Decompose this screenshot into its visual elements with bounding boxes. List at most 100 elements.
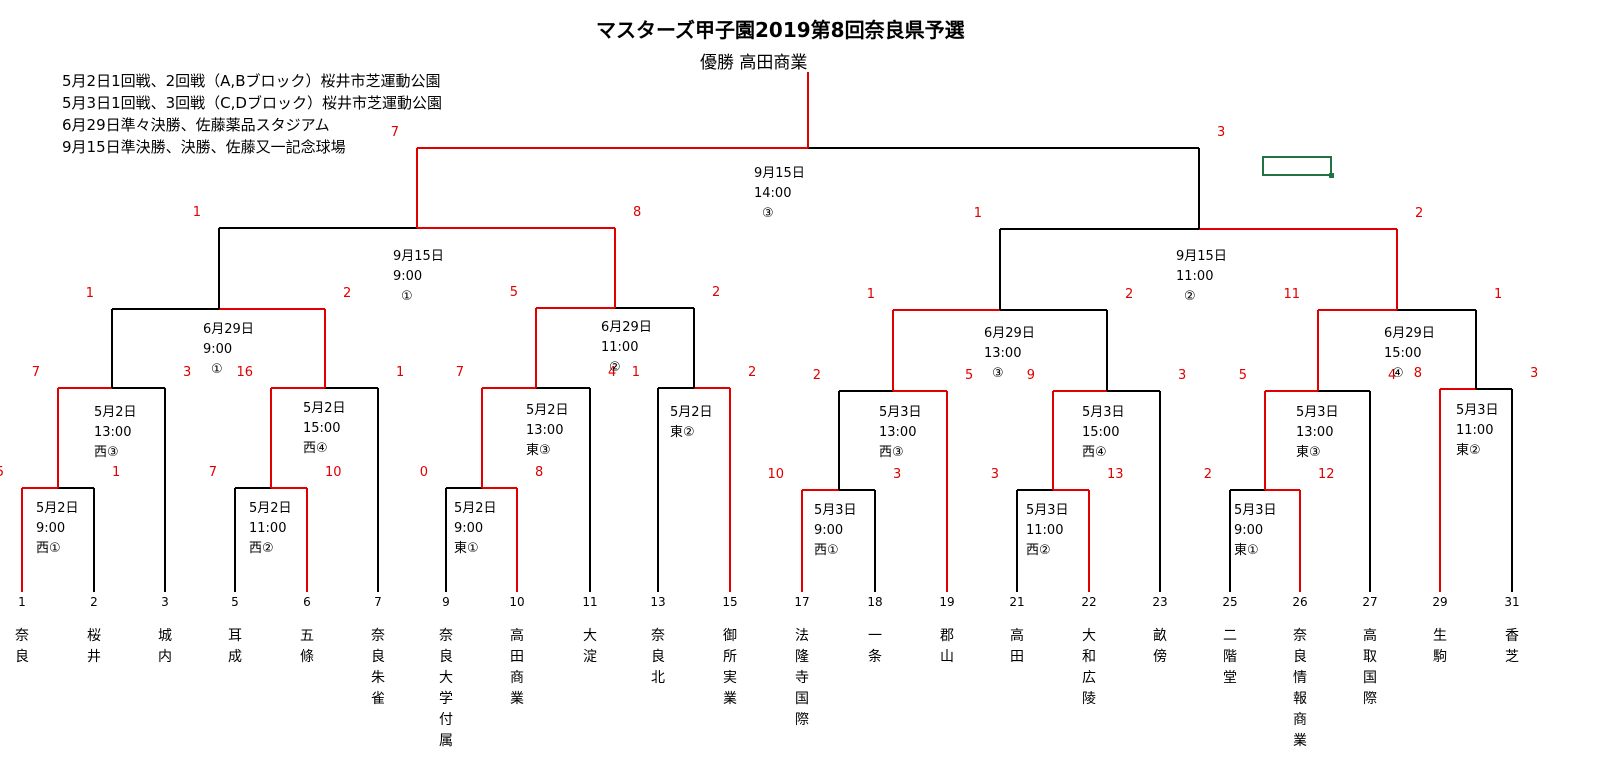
r1_5-info: 11:00 [1026, 523, 1063, 538]
r2_1-score-left: 7 [32, 365, 40, 380]
team-seed: 26 [1292, 595, 1307, 609]
qf_4-info: 6月29日 [1384, 326, 1435, 341]
team-name-char: 郡 [940, 628, 954, 644]
qf_3-info: 6月29日 [984, 326, 1035, 341]
team-name-char: 大 [583, 628, 597, 644]
team-name: 高田 [1010, 627, 1024, 665]
team-name-char: 山 [940, 649, 954, 665]
r1_4-score-right: 3 [893, 467, 901, 482]
team-seed: 25 [1222, 595, 1237, 609]
qf_2-info: 6月29日 [601, 320, 652, 335]
r2_2-info: 15:00 [303, 421, 340, 436]
fill-handle[interactable] [1329, 173, 1334, 178]
r1_5-info: 5月3日 [1026, 503, 1069, 518]
team-name: 高田商業 [510, 627, 524, 707]
team-name-char: 階 [1223, 649, 1237, 665]
team-name-char: 二 [1223, 628, 1237, 644]
r2_3-info: 13:00 [526, 423, 563, 438]
r2_6-info: 15:00 [1082, 425, 1119, 440]
team-name-char: 成 [228, 649, 242, 665]
team-seed: 10 [509, 595, 524, 609]
team-seed: 2 [90, 595, 98, 609]
r2_2-score-left: 16 [236, 365, 253, 380]
r1_1-score-right: 1 [112, 465, 120, 480]
final-info: 14:00 [754, 186, 791, 201]
qf_2-info: ② [609, 360, 621, 375]
sf_1-info: ① [401, 289, 413, 304]
r2_7-score-right: 4 [1388, 368, 1396, 383]
final-info: ③ [762, 206, 774, 221]
r1_3-score-left: 0 [420, 465, 428, 480]
r1_6-info: 5月3日 [1234, 503, 1277, 518]
r2_4-score-left: 1 [632, 365, 640, 380]
qf_4-score-left: 11 [1283, 287, 1300, 302]
team-name-char: 奈 [371, 628, 385, 644]
team-seed: 7 [374, 595, 382, 609]
team-name: 郡山 [940, 628, 954, 665]
r1_2-score-left: 7 [209, 465, 217, 480]
team-name-char: 情 [1293, 670, 1307, 686]
r1_2-score-right: 10 [325, 465, 342, 480]
r2_3-score-left: 7 [456, 365, 464, 380]
r2_6-score-right: 3 [1178, 368, 1186, 383]
schedule-notes: 5月2日1回戦、2回戦（A,Bブロック）桜井市芝運動公園 5月3日1回戦、3回戦… [62, 70, 442, 158]
r1_6-info: 9:00 [1234, 523, 1263, 538]
qf_1-info: 9:00 [203, 342, 232, 357]
qf_4-info: 15:00 [1384, 346, 1421, 361]
sf_1-info: 9:00 [393, 269, 422, 284]
r2_4-score-right: 2 [748, 365, 756, 380]
r2_7-info: 13:00 [1296, 425, 1333, 440]
r1_4-info: 9:00 [814, 523, 843, 538]
team-name-char: 大 [1082, 628, 1096, 644]
team-name-char: 業 [1293, 733, 1307, 749]
r2_5-info: 西③ [879, 445, 904, 460]
team-name: 生駒 [1433, 628, 1447, 665]
team-name-char: 田 [510, 649, 524, 665]
qf_4-info: ④ [1392, 366, 1404, 381]
selected-cell[interactable] [1262, 156, 1334, 178]
r2_1-info: 5月2日 [94, 405, 137, 420]
team-name-char: 良 [15, 649, 29, 665]
r1_1-info: 9:00 [36, 521, 65, 536]
qf_2-score-right: 2 [712, 285, 720, 300]
team-seed: 15 [722, 595, 737, 609]
team-name-char: 属 [439, 733, 453, 749]
qf_3-info: 13:00 [984, 346, 1021, 361]
team-seed: 3 [161, 595, 169, 609]
r2_3-info: 5月2日 [526, 403, 569, 418]
r2_5-score-right: 5 [965, 368, 973, 383]
team-name-char: 香 [1505, 628, 1519, 644]
r2_1-info: 西③ [94, 445, 119, 460]
team-name-char: 際 [1363, 691, 1377, 707]
r1_5-score-right: 13 [1107, 467, 1124, 482]
sf_2-score-right: 2 [1415, 206, 1423, 221]
team-name-char: 奈 [15, 628, 29, 644]
r1_3-info: 5月2日 [454, 501, 497, 516]
team-name-char: 井 [87, 649, 101, 665]
team-name-char: 耳 [228, 628, 242, 644]
team-seed: 29 [1432, 595, 1447, 609]
team-name-char: 畝 [1153, 628, 1167, 644]
team-name: 桜井 [87, 628, 101, 665]
r1_6-info: 東① [1234, 542, 1259, 558]
team-name-char: 業 [510, 691, 524, 707]
team-name-char: 田 [1010, 649, 1024, 665]
team-name-char: 際 [795, 712, 809, 728]
qf_1-info: ① [211, 362, 223, 377]
qf_2-score-left: 5 [510, 285, 518, 300]
r1_1-info: 西① [36, 541, 61, 556]
team-name-char: 付 [439, 712, 453, 728]
team-name-char: 大 [439, 670, 453, 686]
team-name-char: 雀 [371, 691, 385, 707]
team-name-char: 芝 [1505, 649, 1519, 665]
team-seed: 9 [442, 595, 450, 609]
team-name-char: 朱 [371, 670, 385, 686]
team-name-char: 傍 [1153, 648, 1167, 665]
r2_8-info: 東② [1456, 442, 1481, 458]
